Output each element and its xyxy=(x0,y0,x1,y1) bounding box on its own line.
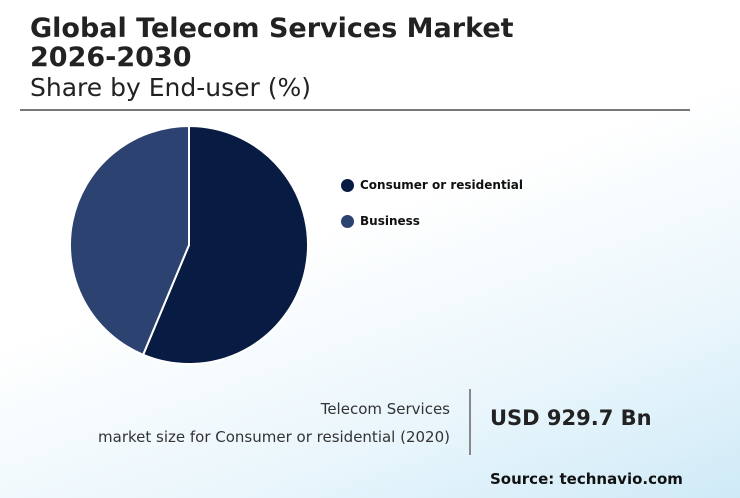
legend-label: Consumer or residential xyxy=(360,178,524,192)
chart-title: Global Telecom Services Market 2026-2030 xyxy=(30,14,514,72)
legend-label: Business xyxy=(360,214,420,228)
legend: Consumer or residential Business xyxy=(341,175,523,247)
divider xyxy=(20,109,690,111)
stat-value: USD 929.7 Bn xyxy=(490,406,652,430)
pie-slice-consumer-or-residential xyxy=(141,124,309,365)
legend-swatch xyxy=(341,214,354,228)
legend-swatch xyxy=(341,178,354,192)
title-line-2: 2026-2030 xyxy=(30,42,192,73)
pie-slice-business xyxy=(69,124,190,357)
chart-subtitle: Share by End-user (%) xyxy=(30,73,311,102)
title-line-1: Global Telecom Services Market xyxy=(30,13,514,44)
legend-item-consumer: Consumer or residential xyxy=(341,175,523,195)
stat-label-line-1: Telecom Services xyxy=(320,400,450,418)
source-text: Source: technavio.com xyxy=(490,470,683,488)
stat-divider xyxy=(469,389,471,455)
legend-item-business: Business xyxy=(341,211,523,231)
stat-label-line-2: market size for Consumer or residential … xyxy=(98,428,450,446)
